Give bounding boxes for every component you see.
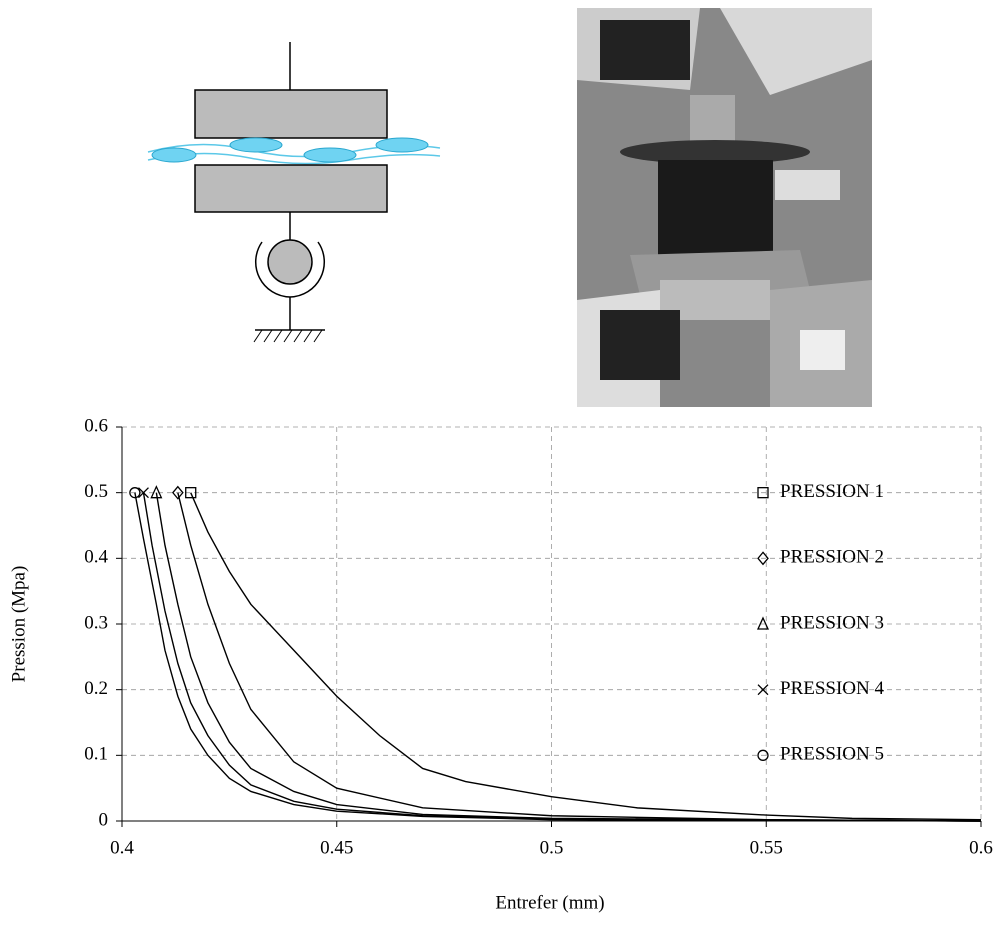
data-line bbox=[142, 492, 982, 822]
legend-label: PRESSION 2 bbox=[780, 547, 884, 568]
y-tick-label: 0.1 bbox=[84, 744, 108, 765]
legend-label: PRESSION 1 bbox=[780, 481, 884, 502]
legend-label: PRESSION 3 bbox=[780, 612, 884, 633]
legend-marker bbox=[756, 616, 770, 630]
x-axis-title: Entrefer (mm) bbox=[495, 892, 604, 913]
x-tick-label: 0.55 bbox=[750, 837, 783, 858]
y-tick-label: 0.5 bbox=[84, 481, 108, 502]
setup-diagram bbox=[147, 42, 441, 343]
y-tick-label: 0.3 bbox=[84, 612, 108, 633]
legend-marker bbox=[757, 749, 769, 761]
legend-marker bbox=[757, 551, 769, 566]
x-tick-label: 0.5 bbox=[540, 837, 564, 858]
y-tick-label: 0.4 bbox=[84, 547, 108, 568]
data-line bbox=[134, 492, 982, 822]
marker bbox=[185, 487, 197, 499]
legend-marker bbox=[757, 487, 769, 499]
marker bbox=[171, 485, 184, 500]
legend-label: PRESSION 5 bbox=[780, 744, 884, 765]
marker bbox=[129, 487, 141, 499]
photo bbox=[577, 8, 872, 407]
data-line bbox=[177, 492, 982, 822]
data-line bbox=[190, 492, 982, 821]
marker bbox=[150, 485, 163, 499]
y-tick-label: 0.6 bbox=[84, 415, 108, 436]
legend-label: PRESSION 4 bbox=[780, 678, 884, 699]
y-tick-label: 0.2 bbox=[84, 678, 108, 699]
x-tick-label: 0.6 bbox=[969, 837, 993, 858]
legend-marker bbox=[757, 684, 769, 696]
y-axis-title: Pression (Mpa) bbox=[8, 566, 29, 683]
data-line bbox=[155, 492, 982, 822]
y-tick-label: 0 bbox=[99, 809, 109, 830]
x-tick-label: 0.4 bbox=[110, 837, 134, 858]
marker bbox=[138, 487, 149, 499]
x-tick-label: 0.45 bbox=[320, 837, 353, 858]
